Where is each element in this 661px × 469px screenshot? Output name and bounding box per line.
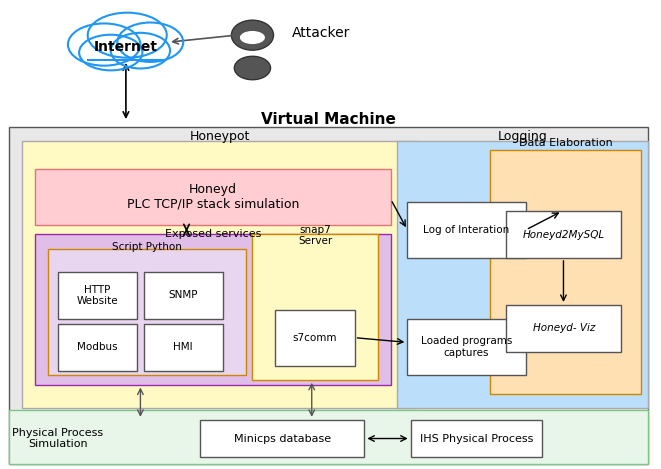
FancyBboxPatch shape [506,211,621,258]
FancyBboxPatch shape [143,272,223,319]
Text: Loaded programs
captures: Loaded programs captures [421,336,512,358]
Ellipse shape [79,35,142,70]
FancyBboxPatch shape [200,420,364,457]
Circle shape [231,20,274,50]
Ellipse shape [240,31,265,44]
Text: Modbus: Modbus [77,342,118,352]
Text: Honeyd- Viz: Honeyd- Viz [533,323,595,333]
Ellipse shape [111,33,170,68]
FancyBboxPatch shape [276,310,354,366]
Text: Attacker: Attacker [292,26,350,40]
Text: Virtual Machine: Virtual Machine [261,112,396,127]
FancyBboxPatch shape [9,127,648,464]
Text: Log of Interation: Log of Interation [424,225,510,235]
FancyBboxPatch shape [143,324,223,371]
Text: IHS Physical Process: IHS Physical Process [420,433,533,444]
FancyBboxPatch shape [407,202,526,258]
FancyBboxPatch shape [506,305,621,352]
FancyBboxPatch shape [490,150,641,394]
Text: Honeyd2MySQL: Honeyd2MySQL [523,229,605,240]
Text: Honeyd
PLC TCP/IP stack simulation: Honeyd PLC TCP/IP stack simulation [127,183,299,211]
Text: snap7
Server: snap7 Server [298,225,332,246]
FancyBboxPatch shape [407,319,526,375]
Text: Exposed services: Exposed services [165,229,261,239]
FancyBboxPatch shape [48,249,246,375]
FancyBboxPatch shape [35,234,391,385]
FancyBboxPatch shape [58,272,137,319]
FancyBboxPatch shape [9,410,648,464]
Text: Minicps database: Minicps database [233,433,330,444]
FancyBboxPatch shape [35,169,391,225]
Text: SNMP: SNMP [169,290,198,301]
Ellipse shape [88,13,167,58]
Text: s7comm: s7comm [293,333,337,343]
Text: Data Elaboration: Data Elaboration [519,138,612,148]
Text: Logging: Logging [498,130,547,143]
Text: Script Python: Script Python [112,242,182,252]
Text: Internet: Internet [94,40,158,54]
Text: Physical Process
Simulation: Physical Process Simulation [13,428,104,449]
Ellipse shape [234,56,270,80]
Text: Honeypot: Honeypot [189,130,250,143]
Ellipse shape [68,23,140,66]
FancyBboxPatch shape [397,141,648,408]
FancyBboxPatch shape [88,48,165,60]
FancyBboxPatch shape [410,420,543,457]
Text: HMI: HMI [173,342,193,352]
Text: HTTP
Website: HTTP Website [77,285,118,306]
FancyBboxPatch shape [58,324,137,371]
FancyBboxPatch shape [253,234,377,380]
Ellipse shape [118,23,183,62]
FancyBboxPatch shape [22,141,417,408]
